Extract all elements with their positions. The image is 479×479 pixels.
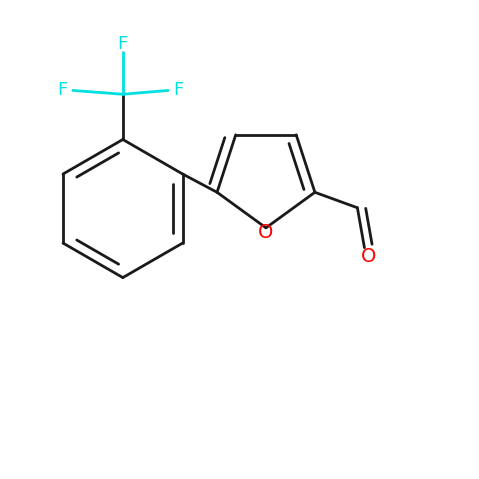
Text: F: F: [118, 35, 128, 53]
Text: O: O: [361, 247, 376, 266]
Text: O: O: [258, 223, 274, 242]
Text: F: F: [173, 81, 183, 100]
Text: F: F: [57, 81, 68, 100]
